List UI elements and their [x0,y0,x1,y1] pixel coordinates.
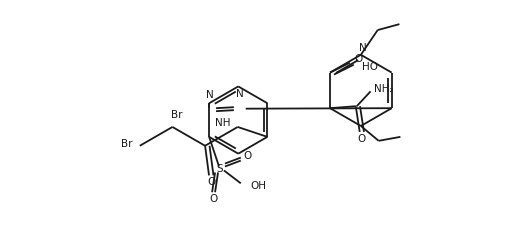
Text: O: O [207,177,215,187]
Text: S: S [217,164,223,175]
Text: HO: HO [362,62,378,72]
Text: NH₂: NH₂ [374,84,393,94]
Text: O: O [358,134,366,144]
Text: NH: NH [215,118,230,128]
Text: O: O [243,151,251,161]
Text: O: O [354,54,362,64]
Text: Br: Br [122,139,133,149]
Text: N: N [359,43,367,53]
Text: N: N [236,89,244,99]
Text: OH: OH [251,181,267,191]
Text: O: O [209,194,217,204]
Text: N: N [206,90,214,100]
Text: Br: Br [171,110,182,120]
